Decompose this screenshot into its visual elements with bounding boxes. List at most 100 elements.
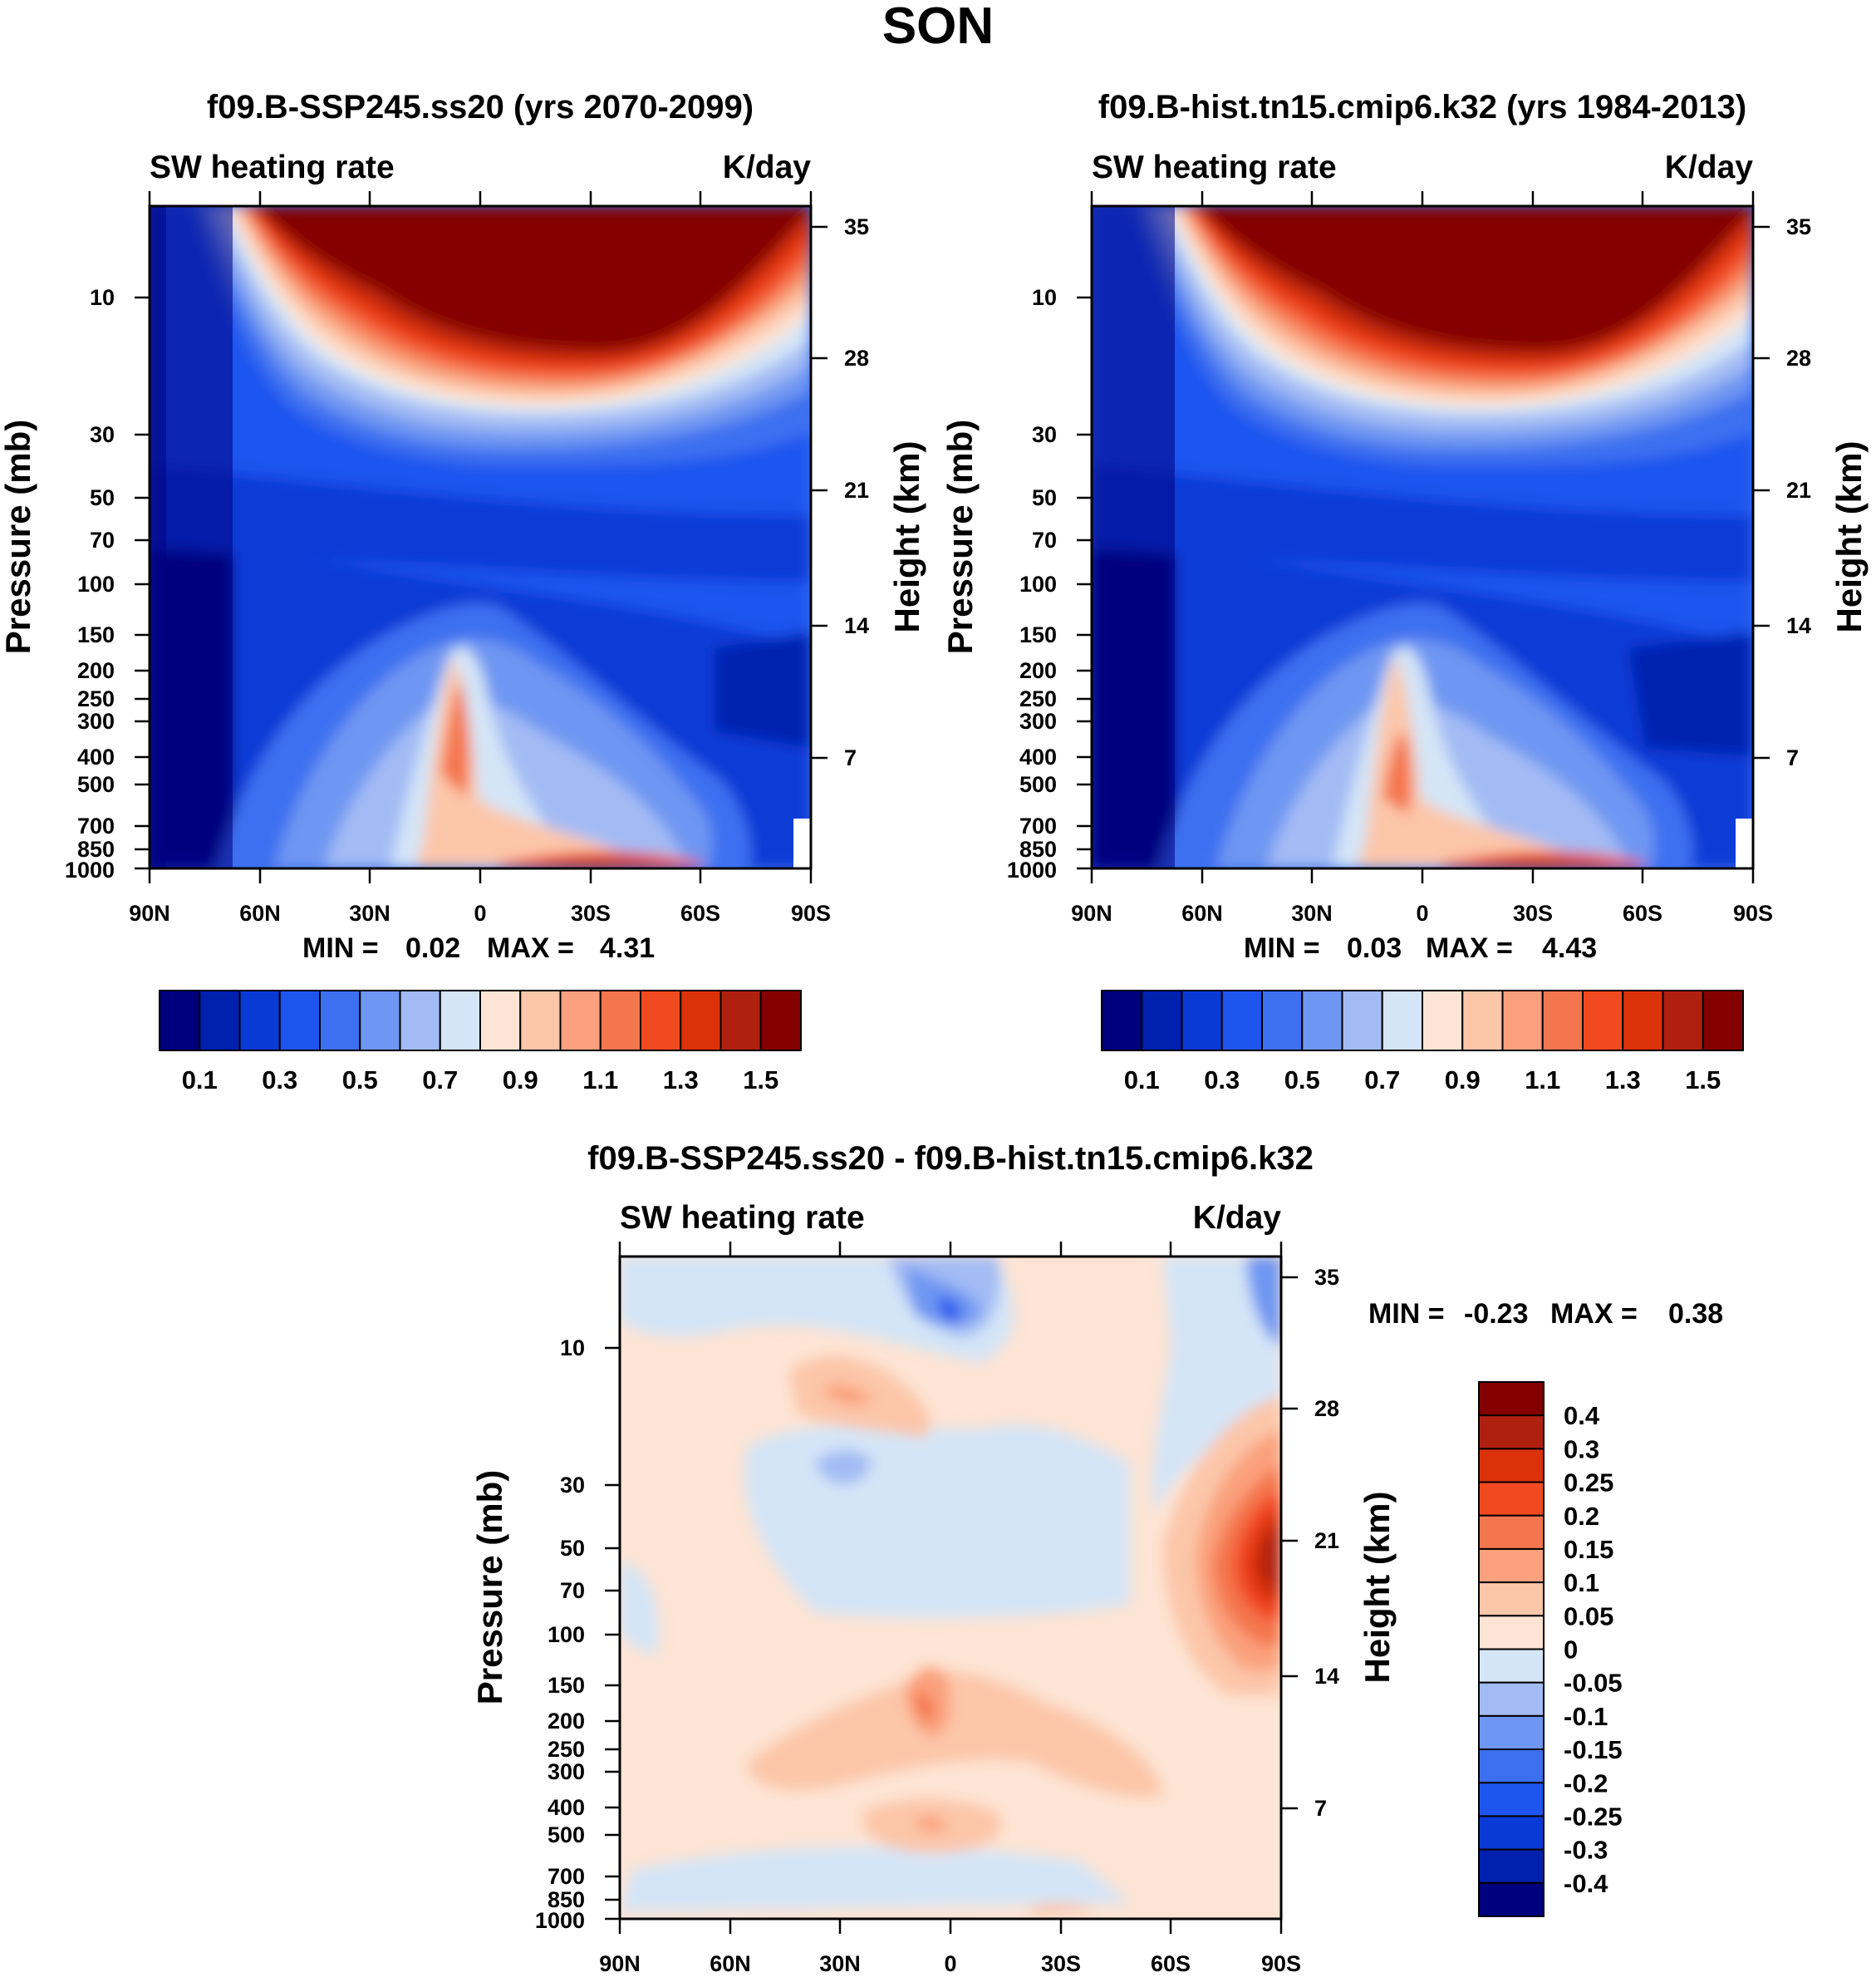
colorbar-swatch bbox=[1478, 1748, 1545, 1784]
y-tick: 850 bbox=[1019, 837, 1057, 862]
y2-axis-label: Height (km) bbox=[1358, 1492, 1397, 1684]
panel-future: f09.B-SSP245.ss20 (yrs 2070-2099) SW hea… bbox=[0, 89, 926, 1094]
y2-tick: 14 bbox=[1314, 1664, 1339, 1689]
y-tick: 400 bbox=[548, 1795, 585, 1820]
colorbar-swatch bbox=[1301, 990, 1343, 1051]
y-tick-labels: 10 30 50 70 100 150 200 250 300 400 500 … bbox=[535, 1335, 585, 1933]
y2-tick-labels: 35 28 21 14 7 bbox=[1314, 1265, 1339, 1821]
colorbar-label: 0.3 bbox=[1564, 1434, 1599, 1463]
panel-difference: f09.B-SSP245.ss20 - f09.B-hist.tn15.cmip… bbox=[470, 1140, 1723, 1976]
panel-title: f09.B-SSP245.ss20 - f09.B-hist.tn15.cmip… bbox=[587, 1140, 1314, 1177]
y2-tick: 28 bbox=[1786, 346, 1811, 371]
panel-title: f09.B-hist.tn15.cmip6.k32 (yrs 1984-2013… bbox=[1098, 89, 1746, 125]
y2-axis-label: Height (km) bbox=[887, 441, 926, 633]
colorbar-label: 1.5 bbox=[743, 1065, 778, 1094]
colorbar-label: 0.05 bbox=[1564, 1601, 1613, 1630]
colorbar: 0.1 0.3 0.5 0.7 0.9 1.1 1.3 1.5 bbox=[1101, 990, 1744, 1094]
min-label: MIN = bbox=[302, 932, 379, 964]
y2-tick: 7 bbox=[844, 745, 857, 770]
colorbar-swatch bbox=[1141, 990, 1183, 1051]
colorbar-label: 0.3 bbox=[1204, 1065, 1240, 1094]
colorbar-swatch bbox=[278, 990, 321, 1051]
colorbar-label: 0.1 bbox=[1564, 1568, 1599, 1597]
y-tick: 200 bbox=[77, 658, 115, 683]
panel-title: f09.B-SSP245.ss20 (yrs 2070-2099) bbox=[207, 89, 754, 125]
y2-tick: 21 bbox=[1314, 1528, 1339, 1553]
x-tick-labels: 90N 60N 30N 0 30S 60S 90S bbox=[1071, 901, 1773, 926]
heatmap-field bbox=[620, 1257, 1281, 1919]
min-value: 0.02 bbox=[405, 932, 460, 964]
x-tick: 0 bbox=[1416, 901, 1428, 926]
y-tick: 150 bbox=[77, 622, 115, 647]
y-tick: 100 bbox=[548, 1622, 585, 1647]
colorbar-swatch bbox=[1478, 1815, 1545, 1851]
x-tick: 60S bbox=[1151, 1951, 1191, 1976]
y2-tick: 35 bbox=[1314, 1265, 1339, 1290]
colorbar-swatch bbox=[640, 990, 682, 1051]
x-tick: 60S bbox=[680, 901, 720, 926]
colorbar-swatch bbox=[1478, 1881, 1545, 1917]
y-tick: 700 bbox=[1019, 814, 1057, 839]
y-tick: 1000 bbox=[535, 1908, 585, 1933]
y-tick: 10 bbox=[560, 1335, 585, 1360]
colorbar-swatch bbox=[1220, 990, 1263, 1051]
y-tick: 150 bbox=[548, 1673, 585, 1698]
colorbar-label: -0.1 bbox=[1564, 1702, 1608, 1731]
colorbar-swatch bbox=[1422, 990, 1464, 1051]
colorbar-label: -0.05 bbox=[1564, 1669, 1623, 1698]
y2-tick-labels: 35 28 21 14 7 bbox=[1786, 214, 1811, 770]
colorbar: 0.4 0.3 0.25 0.2 0.15 0.1 0.05 0 -0.05 -0.1 -0.15 -… bbox=[1478, 1381, 1623, 1917]
y-tick: 30 bbox=[90, 422, 115, 447]
y-tick: 850 bbox=[548, 1887, 585, 1912]
x-tick: 90N bbox=[129, 901, 170, 926]
min-value: 0.03 bbox=[1347, 932, 1402, 964]
colorbar-label: 0.9 bbox=[503, 1065, 538, 1094]
y-tick: 500 bbox=[1019, 772, 1057, 797]
x-tick: 30N bbox=[819, 1951, 861, 1976]
colorbar-label: 1.5 bbox=[1685, 1065, 1721, 1094]
y-tick-labels: 10 30 50 70 100 150 200 250 300 400 500 … bbox=[65, 285, 115, 883]
units-label: K/day bbox=[1665, 150, 1754, 185]
x-tick: 30S bbox=[1041, 1951, 1081, 1976]
y-tick: 250 bbox=[548, 1737, 585, 1762]
x-tick: 30N bbox=[349, 901, 390, 926]
axis-ticks bbox=[148, 191, 828, 883]
colorbar-swatch bbox=[1582, 990, 1624, 1051]
colorbar-label: -0.25 bbox=[1564, 1802, 1623, 1831]
colorbar: 0.1 0.3 0.5 0.7 0.9 1.1 1.3 1.5 bbox=[159, 990, 802, 1094]
axis-ticks bbox=[1077, 191, 1770, 883]
y2-tick: 14 bbox=[844, 613, 869, 638]
heatmap-field bbox=[1092, 206, 1753, 868]
x-tick: 90S bbox=[1261, 1951, 1301, 1976]
colorbar-swatch bbox=[599, 990, 641, 1051]
colorbar-swatch bbox=[1101, 990, 1143, 1051]
y-tick: 10 bbox=[1032, 285, 1057, 310]
colorbar-label: 0 bbox=[1564, 1635, 1578, 1665]
y-tick: 50 bbox=[1032, 485, 1057, 510]
colorbar-label: 1.3 bbox=[663, 1065, 699, 1094]
y2-tick: 14 bbox=[1786, 613, 1811, 638]
colorbar-swatch bbox=[1662, 990, 1704, 1051]
x-tick: 60S bbox=[1623, 901, 1662, 926]
x-tick: 90S bbox=[791, 901, 831, 926]
colorbar-swatch bbox=[238, 990, 281, 1051]
y-tick: 150 bbox=[1019, 622, 1057, 647]
colorbar-swatch bbox=[399, 990, 441, 1051]
colorbar-label: 1.1 bbox=[1525, 1065, 1560, 1094]
min-label: MIN = bbox=[1368, 1298, 1445, 1330]
colorbar-label: -0.15 bbox=[1564, 1735, 1623, 1764]
colorbar-swatch bbox=[680, 990, 722, 1051]
colorbar-label: -0.2 bbox=[1564, 1768, 1608, 1798]
colorbar-swatch bbox=[359, 990, 401, 1051]
colorbar-label: 0.2 bbox=[1564, 1502, 1599, 1531]
colorbar-label: 0.9 bbox=[1445, 1065, 1481, 1094]
colorbar-swatch bbox=[1478, 1714, 1545, 1751]
colorbar-swatch bbox=[1702, 990, 1744, 1051]
y-tick: 1000 bbox=[1007, 858, 1057, 883]
y-tick: 70 bbox=[1032, 528, 1057, 553]
y-tick: 200 bbox=[1019, 658, 1057, 683]
max-value: 4.31 bbox=[600, 932, 655, 964]
colorbar-label: 1.1 bbox=[582, 1065, 618, 1094]
colorbar-swatch bbox=[1461, 990, 1504, 1051]
